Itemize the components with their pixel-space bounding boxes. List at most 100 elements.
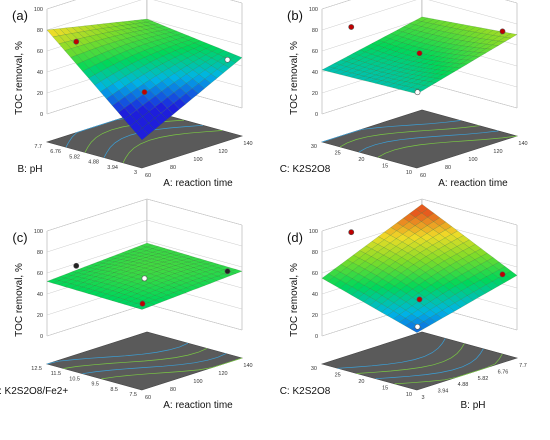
z-tick-label: 60 [312, 49, 318, 55]
y-tick-label: 3 [134, 170, 137, 176]
y-tick-label: 10.5 [69, 376, 80, 382]
contour-line [321, 120, 461, 143]
design-point [224, 268, 231, 275]
y-tick-label: 20 [358, 157, 364, 163]
z-gridline-side [153, 0, 243, 25]
z-axis-title: TOC removal, % [14, 263, 25, 337]
y-tick-label: 4.88 [88, 160, 99, 166]
z-tick-label: 100 [34, 229, 43, 235]
contour-line [337, 338, 446, 369]
design-point [414, 89, 421, 96]
x-tick-label: 100 [468, 157, 477, 163]
z-tick-label: 40 [37, 292, 43, 298]
y-axis-title: C: K2S2O8 [280, 164, 331, 175]
x-tick-label: 140 [243, 363, 252, 369]
z-tick-label: 40 [312, 292, 318, 298]
z-tick-label: 60 [37, 49, 43, 55]
y-tick-label: 7.7 [34, 144, 42, 150]
z-gridline-back [321, 18, 423, 52]
contour-floor [320, 109, 519, 169]
x-tick-label: 140 [243, 141, 252, 147]
design-point [224, 56, 231, 63]
z-gridline-side [146, 240, 243, 268]
contour-line [358, 130, 499, 153]
z-tick-label: 100 [309, 229, 318, 235]
contour-line [339, 125, 480, 148]
z-gridline-back [46, 219, 148, 253]
contour-line [46, 342, 189, 365]
x-tick-label: 6.76 [498, 369, 509, 375]
y-tick-label: 20 [358, 379, 364, 385]
y-tick-label: 25 [335, 373, 341, 379]
y-tick-label: 30 [311, 366, 317, 372]
x-tick-label: 120 [218, 149, 227, 155]
y-tick-label: 7.5 [129, 392, 137, 398]
y-axis-title: B: pH [17, 164, 42, 175]
z-tick-label: 20 [37, 313, 43, 319]
z-gridline-back [46, 0, 76, 10]
y-tick-label: 11.5 [51, 371, 61, 377]
x-tick-label: 140 [518, 141, 527, 147]
design-point [416, 50, 423, 57]
contour-line [394, 353, 503, 385]
y-tick-label: 5.82 [69, 154, 80, 160]
design-point [348, 24, 355, 30]
y-tick-label: 10 [406, 170, 412, 176]
z-gridline-back [46, 303, 148, 337]
z-axis-title: TOC removal, % [14, 41, 25, 115]
design-point [414, 323, 421, 330]
contour-line [82, 353, 227, 375]
chart-panel-4: 0 20 40 60 80 100 3 3.94 4.88 5.82 6.76 7.7 10 15 20 25… [280, 198, 527, 411]
surface-cell [135, 127, 149, 141]
x-tick-label: 120 [218, 371, 227, 377]
y-tick-label: 15 [382, 164, 388, 170]
y-tick-label: 25 [335, 151, 341, 157]
x-tick-label: 100 [193, 379, 202, 385]
x-axis-title: B: pH [460, 400, 485, 411]
contour-line [122, 130, 223, 163]
z-tick-label: 60 [37, 271, 43, 277]
design-point [139, 300, 146, 307]
z-gridline-side [428, 0, 518, 25]
design-point [73, 38, 80, 45]
chart-panel-3: 0 20 40 60 80 100 60 80 100 120 140 7.5 8.5 9.5 10.5 11… [0, 198, 253, 411]
y-tick-label: 6.76 [50, 149, 61, 155]
z-gridline-side [146, 219, 243, 247]
x-axis-title: A: reaction time [163, 400, 233, 411]
design-point [499, 28, 506, 35]
design-point [141, 275, 148, 282]
x-tick-label: 60 [420, 173, 426, 179]
z-tick-label: 80 [37, 250, 43, 256]
panel-label: (d) [287, 230, 303, 245]
y-tick-label: 15 [382, 386, 388, 392]
contour-line [101, 357, 243, 380]
contour-line [375, 348, 484, 380]
panel-label: (c) [12, 230, 27, 245]
x-tick-label: 80 [170, 165, 176, 171]
chart-panel-1: 0 20 40 60 80 100 60 80 100 120 140 3 3.94 4.88 5.82 6.… [12, 0, 253, 189]
contour-line [103, 124, 204, 158]
response-surface [321, 204, 518, 333]
contour-line [63, 348, 208, 369]
z-tick-label: 40 [37, 70, 43, 76]
z-tick-label: 20 [37, 91, 43, 97]
y-tick-label: 9.5 [91, 382, 99, 388]
x-tick-label: 7.7 [519, 363, 527, 369]
design-point [348, 229, 355, 236]
z-gridline-side [146, 18, 243, 46]
x-tick-label: 80 [170, 387, 176, 393]
z-tick-label: 80 [312, 28, 318, 34]
z-tick-label: 100 [309, 7, 318, 13]
z-gridline-back [46, 198, 148, 232]
response-surface [46, 18, 243, 141]
y-axis-title: C: K2S2O8 [280, 386, 331, 397]
z-gridline-back [46, 0, 142, 31]
z-gridline-side [421, 81, 518, 109]
z-tick-label: 0 [315, 112, 318, 118]
x-tick-label: 4.88 [458, 382, 469, 388]
contour-line [377, 135, 518, 158]
y-tick-label: 12.5 [31, 366, 42, 372]
z-axis-title: TOC removal, % [289, 263, 300, 337]
